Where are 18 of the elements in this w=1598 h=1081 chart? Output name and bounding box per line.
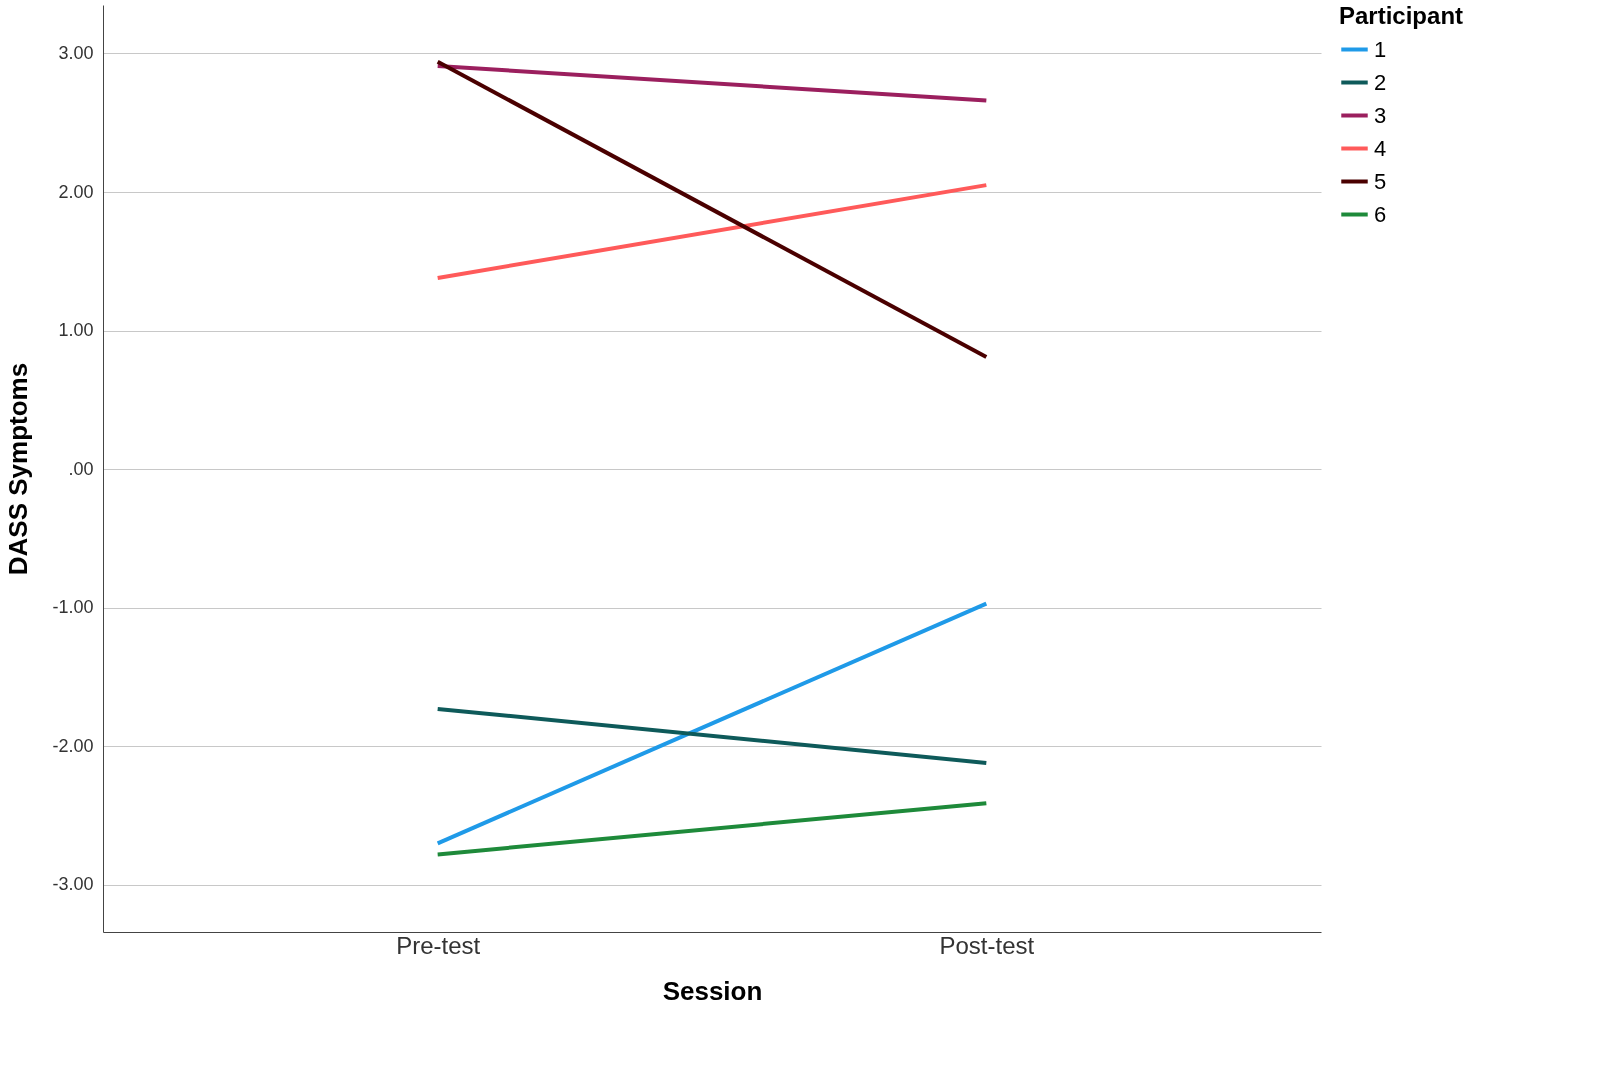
legend-label: 2 [1374,69,1387,95]
y-tick-label: -2.00 [52,735,94,756]
y-tick-label: -3.00 [52,874,94,895]
x-tick-label: Pre-test [396,931,481,959]
legend-label: 3 [1374,102,1387,128]
legend-label: 5 [1374,168,1387,194]
y-tick-label: 3.00 [58,43,94,63]
y-axis-title: DASS Symptoms [3,362,34,576]
legend-label: 6 [1374,201,1387,227]
y-tick-label: .00 [68,458,94,479]
legend-label: 1 [1374,36,1387,62]
x-tick-label: Post-test [939,931,1035,959]
y-tick-label: 1.00 [58,320,94,341]
y-tick-label: -1.00 [52,597,94,618]
y-tick-label: 2.00 [58,181,94,202]
legend-label: 4 [1374,135,1387,161]
x-axis-title: Session [662,975,763,1006]
legend-title: Participant [1339,2,1464,29]
